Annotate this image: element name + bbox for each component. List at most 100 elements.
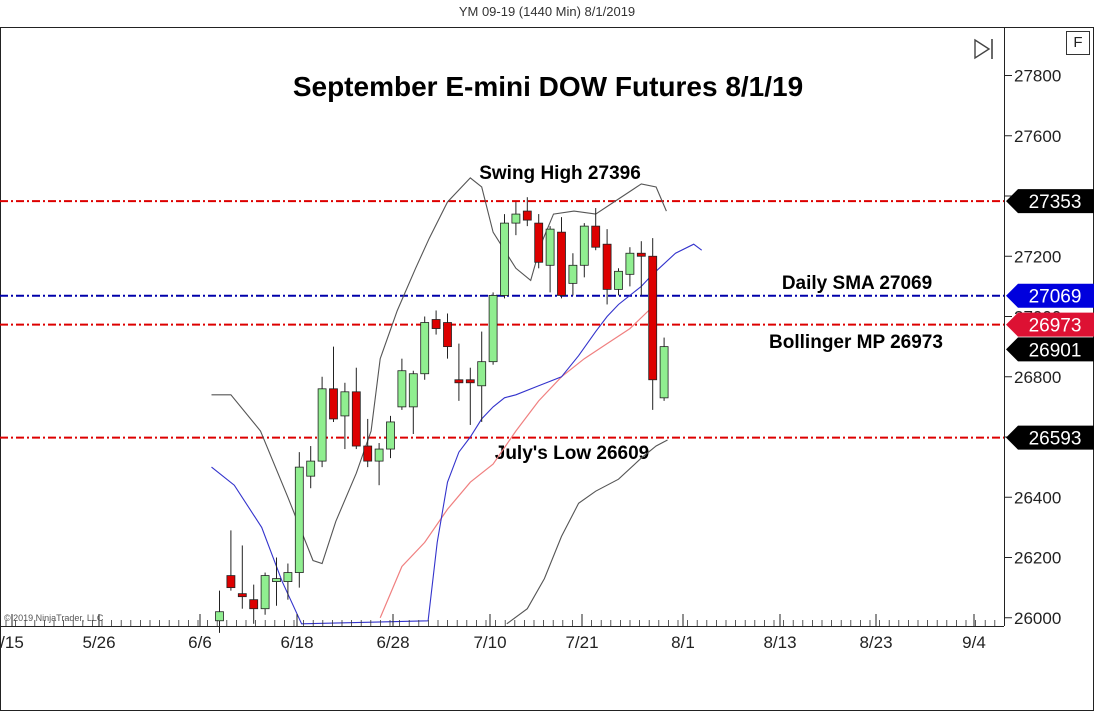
level-label-1: Swing High 27396 [479,163,641,184]
time-tick-label: 5/26 [82,633,115,652]
price-tag-label: 26593 [1029,429,1082,450]
price-tick-label: 27200 [1014,247,1061,266]
price-tick-label: 26000 [1014,609,1061,628]
candle-4 [249,584,259,624]
candle-body [534,222,544,263]
candle-37 [625,247,635,287]
time-tick-label: 6/18 [280,633,313,652]
time-tick-label: 8/13 [763,633,796,652]
candle-body [237,593,247,598]
price-tag-shape [1006,189,1094,214]
candle-body [306,460,316,477]
candle-18 [408,370,418,434]
candle-17 [397,358,407,410]
candle-body [226,575,236,589]
candle-23 [465,367,475,425]
level-label-4: July's Low 26609 [495,443,650,464]
candle-body [317,388,327,462]
candle-9 [306,446,316,489]
candle-19 [420,316,430,380]
level-label-3: Bollinger MP 26973 [769,332,943,353]
candle-body [351,391,361,447]
price-tag: 26901 [1006,337,1094,362]
candle-body [579,225,589,266]
price-tick-label: 27600 [1014,127,1061,146]
indicator-bollinger-mid [379,304,656,619]
indicator-bollinger-upper [211,177,667,565]
price-tag-shape [1006,425,1094,450]
candle-14 [363,418,373,468]
price-tag: 27069 [1006,283,1094,308]
candle-body [374,448,384,462]
price-tick-label: 26200 [1014,549,1061,568]
copyright-text: © 2019 NinjaTrader, LLC [4,613,104,623]
candle-5 [260,572,270,615]
candle-15 [374,443,384,486]
candle-3 [237,545,247,609]
candle-24 [477,331,487,422]
time-tick-label: 7/21 [565,633,598,652]
candle-body [215,611,224,622]
time-tick-label: /15 [0,633,24,652]
price-tick-label: 27800 [1014,67,1061,86]
time-tick-label: 8/1 [671,633,695,652]
scroll-to-end-icon[interactable] [974,38,993,60]
indicator-sma [211,243,703,625]
candle-31 [557,217,566,299]
candle-35 [602,229,612,305]
time-axis: /15 5/26 6/6 6/18 6/28 7/10 7/21 8/1 8/13 8/23 9/4 [0,614,996,652]
candle-body [545,228,555,266]
time-tick-label: 7/10 [473,633,506,652]
candle-body [294,466,304,573]
price-tag: 26593 [1006,425,1094,450]
candle-body [397,370,407,408]
candle-body [363,445,373,462]
candle-body [477,361,487,387]
candle-body [648,255,658,381]
candle-34 [591,208,601,251]
candle-33 [579,223,589,278]
price-tag: 27353 [1006,189,1094,214]
candle-body [329,388,338,420]
candle-32 [568,253,578,296]
time-tick-label: 6/6 [188,633,212,652]
candle-body [500,222,509,296]
candle-13 [351,367,361,450]
candle-body [557,231,566,296]
candle-body [625,252,635,275]
window-title: YM 09-19 (1440 Min) 8/1/2019 [458,4,636,19]
candle-body [568,264,578,284]
candle-body [511,213,521,224]
candle-40 [659,337,669,401]
candle-7 [283,563,293,600]
candle-26 [500,214,509,299]
candle-body [340,391,350,417]
candle-36 [614,268,623,296]
candle-body [420,322,430,375]
price-tag: 26973 [1006,312,1094,337]
candle-6 [272,557,281,606]
price-tag-shape [1006,283,1094,308]
candle-1 [215,590,224,633]
candle-11 [329,346,338,422]
time-tick-label: 9/4 [962,633,986,652]
candle-body [260,575,270,610]
indicators-layer [211,177,703,625]
candle-body [522,210,532,221]
f-button[interactable]: F [1066,31,1090,55]
price-tick-label: 26400 [1014,488,1061,507]
candle-body [283,572,293,583]
price-tick-label: 26800 [1014,368,1061,387]
indicator-bollinger-lower [506,439,668,625]
candle-body [431,319,441,329]
candle-body [465,379,475,384]
candle-body [249,599,259,610]
candle-2 [226,530,236,591]
candle-body [454,379,464,384]
candle-28 [522,197,532,227]
time-tick-label: 6/28 [376,633,409,652]
candle-body [614,270,623,290]
candle-body [659,346,669,399]
candle-39 [648,238,658,410]
